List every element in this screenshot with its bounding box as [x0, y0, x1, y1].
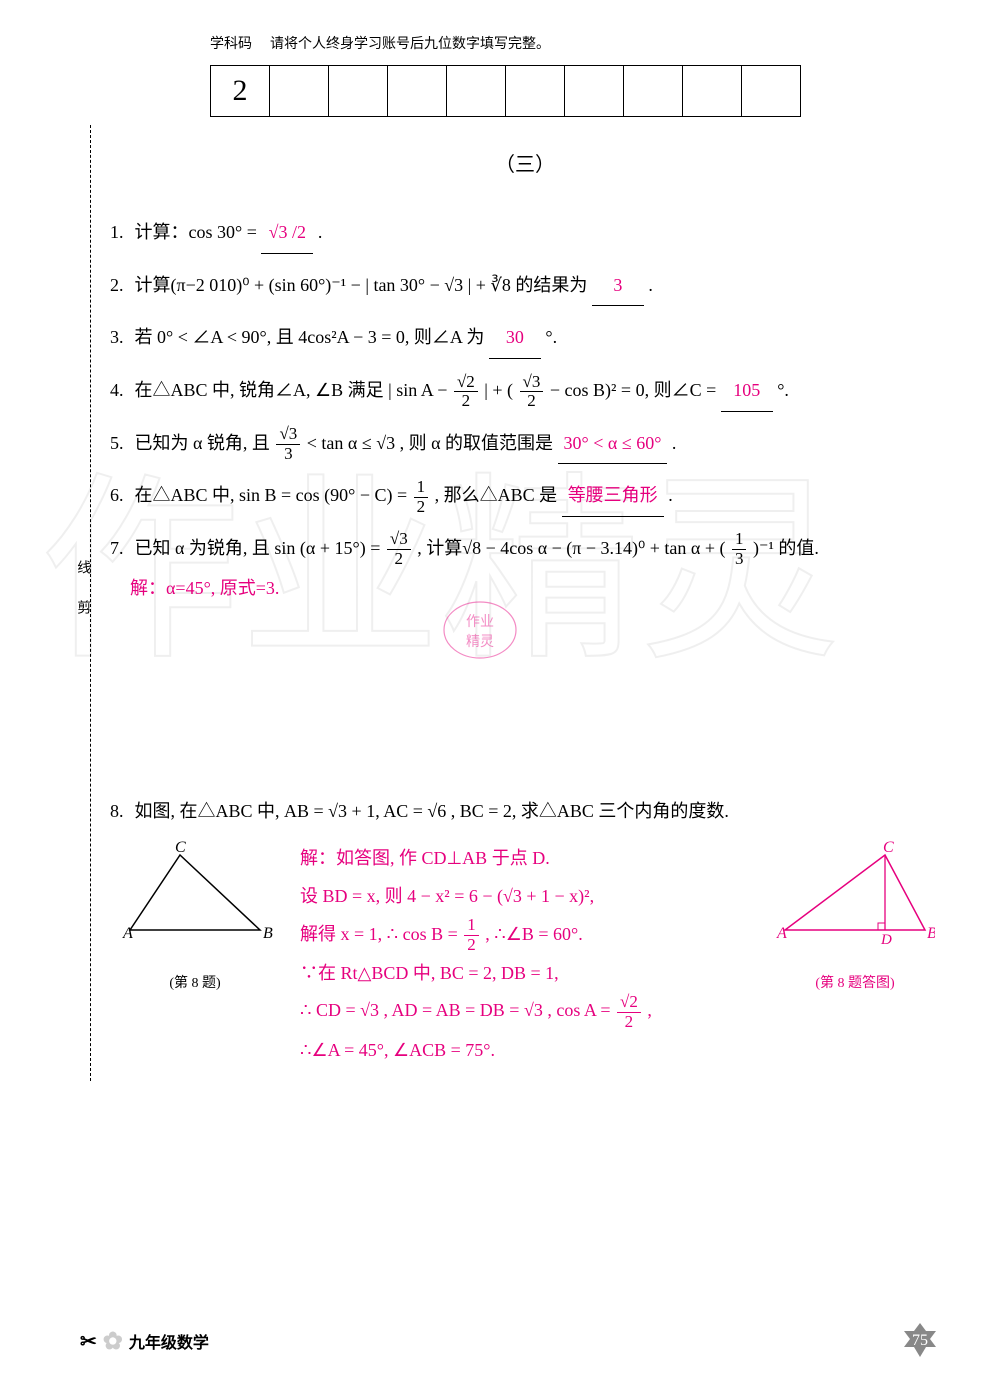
label2-A: A [776, 925, 787, 942]
frac-sqrt3-2-b: √32 [387, 530, 411, 568]
question-4: 4. 在△ABC 中, 锐角∠A, ∠B 满足 | sin A − √22 | … [110, 371, 940, 412]
box-0[interactable]: 2 [210, 65, 270, 117]
q2-pre: 计算(π−2 010)⁰ + (sin 60°)⁻¹ − | tan 30° −… [135, 275, 588, 295]
q8-figure-right: A B C D (第 8 题答图) [770, 840, 940, 999]
box-8[interactable] [682, 65, 742, 117]
account-boxes: 2 [210, 65, 940, 117]
page-badge: 75 [900, 1321, 940, 1361]
label2-D: D [880, 932, 892, 948]
page-number: 75 [912, 1332, 928, 1350]
box-6[interactable] [564, 65, 624, 117]
q6-ans: 等腰三角形 [562, 476, 664, 517]
frac-half: 12 [414, 478, 429, 516]
q4-mid2: − cos B)² = 0, 则∠C = [550, 380, 716, 400]
q8-sol3-pre: 解得 x = 1, ∴ cos B = [300, 924, 458, 944]
q7-mid: , 计算√8 − 4cos α − (π − 3.14)⁰ + tan α + … [417, 538, 725, 558]
q7-num: 7. [110, 529, 130, 569]
q2-num: 2. [110, 266, 130, 306]
grade-label: 九年级数学 [129, 1329, 209, 1353]
q8-sol5-pre: ∴ CD = √3 , AD = AB = DB = √3 , cos A = [300, 1000, 611, 1020]
header-row: 学科码 请将个人终身学习账号后九位数字填写完整。 [210, 30, 940, 57]
q8-sol2: 设 BD = x, 则 4 − x² = 6 − (√3 + 1 − x)², [300, 878, 750, 916]
box-1[interactable] [269, 65, 329, 117]
q3-num: 3. [110, 318, 130, 358]
frac-sqrt3-2: √32 [520, 373, 544, 411]
q6-num: 6. [110, 476, 130, 516]
q5-pre: 已知为 α 锐角, 且 [135, 433, 270, 453]
account-label: 请将个人终身学习账号后九位数字填写完整。 [270, 30, 550, 57]
q8-text: 如图, 在△ABC 中, AB = √3 + 1, AC = √6 , BC =… [135, 801, 729, 821]
star-icon: ✿ [103, 1327, 123, 1356]
question-8: 8. 如图, 在△ABC 中, AB = √3 + 1, AC = √6 , B… [110, 792, 940, 1069]
label-A: A [122, 925, 133, 942]
q5-num: 5. [110, 424, 130, 464]
q8-figure-left: A B C (第 8 题) [110, 840, 280, 999]
box-9[interactable] [741, 65, 801, 117]
frac-third: 13 [732, 530, 747, 568]
fig2-caption: (第 8 题答图) [770, 969, 940, 1000]
q2-post: . [648, 275, 653, 295]
q4-num: 4. [110, 371, 130, 411]
frac-sqrt3-3: √33 [276, 425, 300, 463]
q3-pre: 若 0° < ∠A < 90°, 且 4cos²A − 3 = 0, 则∠A 为 [135, 327, 485, 347]
q5-post: . [672, 433, 677, 453]
box-5[interactable] [505, 65, 565, 117]
q8-sol4: ∵在 Rt△BCD 中, BC = 2, DB = 1, [300, 955, 750, 993]
q8-solution: 解：如答图, 作 CD⊥AB 于点 D. 设 BD = x, 则 4 − x² … [300, 840, 750, 1069]
q7-sol: 解：α=45°, 原式=3. [130, 578, 279, 598]
box-7[interactable] [623, 65, 683, 117]
subject-label: 学科码 [210, 30, 252, 57]
q4-post: °. [777, 380, 789, 400]
box-3[interactable] [387, 65, 447, 117]
box-4[interactable] [446, 65, 506, 117]
q5-mid: < tan α ≤ √3 , 则 α 的取值范围是 [307, 433, 553, 453]
side-text: 线 剪 [70, 560, 95, 620]
q6-post: . [668, 485, 673, 505]
question-7: 7. 已知 α 为锐角, 且 sin (α + 15°) = √32 , 计算√… [110, 529, 940, 609]
footer: ✂ ✿ 九年级数学 75 [80, 1321, 940, 1361]
label-C: C [175, 840, 186, 856]
label2-C: C [883, 840, 894, 856]
triangle-original: A B C [115, 840, 275, 950]
label-B: B [263, 925, 273, 942]
label2-B: B [927, 925, 935, 942]
question-3: 3. 若 0° < ∠A < 90°, 且 4cos²A − 3 = 0, 则∠… [110, 318, 940, 359]
question-1: 1. 计算：cos 30° = √3 /2 . [110, 213, 940, 254]
section-title: （三） [110, 147, 940, 183]
q1-pre: 计算：cos 30° = [135, 222, 257, 242]
question-2: 2. 计算(π−2 010)⁰ + (sin 60°)⁻¹ − | tan 30… [110, 266, 940, 307]
fig1-caption: (第 8 题) [110, 969, 280, 1000]
q3-ans: 30 [489, 318, 541, 359]
q6-pre: 在△ABC 中, sin B = cos (90° − C) = [135, 485, 408, 505]
q3-post: °. [545, 327, 557, 347]
q8-sol1: 解：如答图, 作 CD⊥AB 于点 D. [300, 840, 750, 878]
triangle-answer: A B C D [775, 840, 935, 950]
box-2[interactable] [328, 65, 388, 117]
q6-mid: , 那么△ABC 是 [435, 485, 558, 505]
q8-sol3-post: , ∴∠B = 60°. [485, 924, 582, 944]
q5-ans: 30° < α ≤ 60° [558, 424, 668, 465]
q8-sol6: ∴∠A = 45°, ∠ACB = 75°. [300, 1032, 750, 1070]
q2-ans: 3 [592, 266, 644, 307]
question-6: 6. 在△ABC 中, sin B = cos (90° − C) = 12 ,… [110, 476, 940, 517]
q4-ans: 105 [721, 371, 773, 412]
q4-mid: | + ( [484, 380, 513, 400]
q1-post: . [318, 222, 323, 242]
q7-pre: 已知 α 为锐角, 且 sin (α + 15°) = [135, 538, 381, 558]
q4-pre: 在△ABC 中, 锐角∠A, ∠B 满足 | sin A − [135, 380, 448, 400]
q1-ans: √3 /2 [261, 213, 313, 254]
q8-sol5-post: , [647, 1000, 652, 1020]
scissors-icon: ✂ [80, 1329, 97, 1354]
q1-num: 1. [110, 213, 130, 253]
q8-num: 8. [110, 792, 130, 832]
frac-sqrt2-2: √22 [454, 373, 478, 411]
frac-sqrt2-2-b: √22 [617, 993, 641, 1031]
footer-left: ✂ ✿ 九年级数学 [80, 1327, 209, 1356]
frac-half-b: 12 [464, 916, 479, 954]
q7-post: )⁻¹ 的值. [753, 538, 819, 558]
question-5: 5. 已知为 α 锐角, 且 √33 < tan α ≤ √3 , 则 α 的取… [110, 424, 940, 465]
